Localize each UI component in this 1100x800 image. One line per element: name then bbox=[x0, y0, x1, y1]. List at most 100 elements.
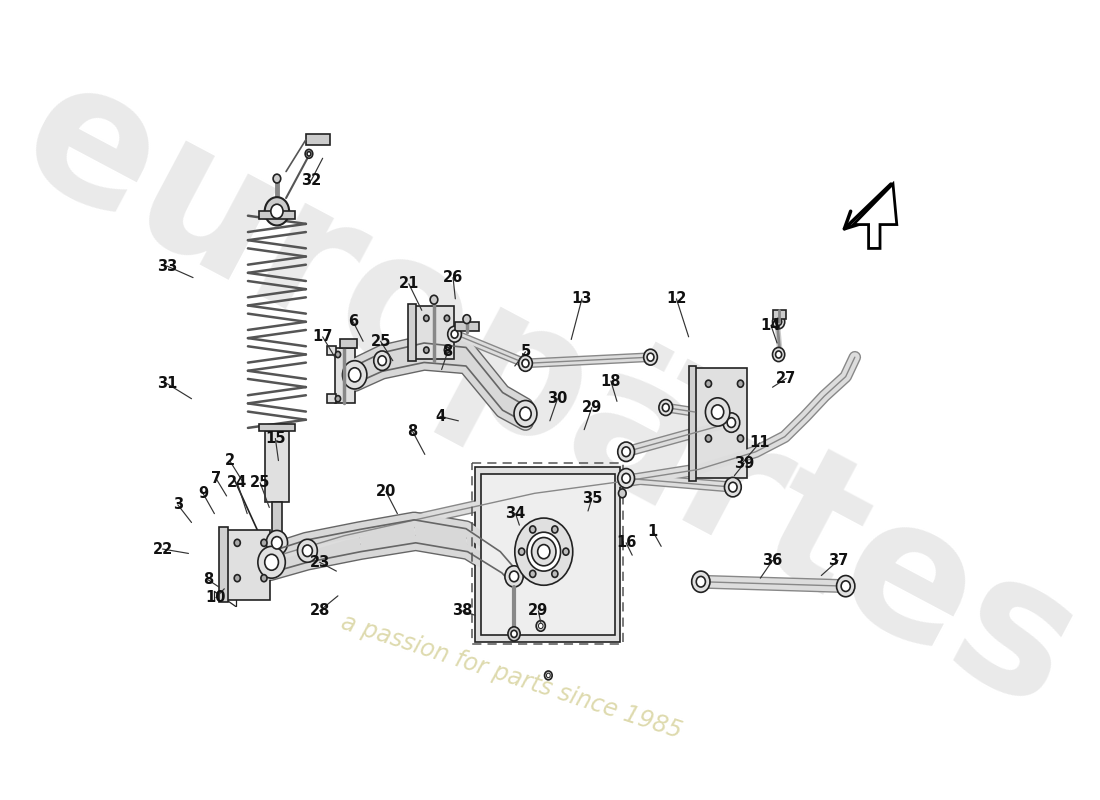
Circle shape bbox=[342, 361, 367, 389]
FancyBboxPatch shape bbox=[265, 431, 289, 502]
Text: 36: 36 bbox=[762, 553, 782, 568]
Circle shape bbox=[772, 314, 784, 329]
Polygon shape bbox=[360, 520, 416, 552]
Circle shape bbox=[727, 418, 736, 427]
Circle shape bbox=[563, 548, 569, 555]
Polygon shape bbox=[415, 520, 468, 552]
Circle shape bbox=[451, 330, 458, 338]
Text: 5: 5 bbox=[520, 344, 530, 359]
Circle shape bbox=[837, 575, 855, 597]
Text: 8: 8 bbox=[442, 344, 453, 359]
Circle shape bbox=[444, 347, 450, 353]
Text: 18: 18 bbox=[601, 374, 621, 389]
Circle shape bbox=[522, 360, 528, 367]
FancyBboxPatch shape bbox=[258, 211, 295, 219]
Text: 31: 31 bbox=[157, 376, 177, 391]
Circle shape bbox=[530, 570, 536, 578]
Circle shape bbox=[552, 570, 558, 578]
Circle shape bbox=[618, 469, 635, 488]
Text: 16: 16 bbox=[616, 535, 636, 550]
Circle shape bbox=[618, 442, 635, 462]
Polygon shape bbox=[466, 529, 502, 573]
Text: 7: 7 bbox=[211, 470, 221, 486]
FancyBboxPatch shape bbox=[340, 339, 358, 348]
Circle shape bbox=[621, 474, 630, 483]
Circle shape bbox=[696, 577, 705, 587]
Circle shape bbox=[234, 539, 240, 546]
Text: 23: 23 bbox=[309, 554, 330, 570]
Circle shape bbox=[302, 545, 312, 557]
FancyBboxPatch shape bbox=[408, 304, 416, 361]
Polygon shape bbox=[382, 343, 425, 371]
Circle shape bbox=[265, 554, 278, 570]
Circle shape bbox=[374, 351, 390, 370]
Circle shape bbox=[737, 435, 744, 442]
Text: 20: 20 bbox=[376, 484, 396, 499]
Circle shape bbox=[463, 314, 471, 323]
Circle shape bbox=[307, 152, 311, 156]
Text: 9: 9 bbox=[198, 486, 208, 501]
Text: 34: 34 bbox=[505, 506, 526, 521]
Polygon shape bbox=[500, 552, 515, 587]
Text: 32: 32 bbox=[301, 173, 321, 188]
Text: 35: 35 bbox=[582, 491, 602, 506]
Text: europärtes: europärtes bbox=[0, 40, 1100, 749]
Circle shape bbox=[261, 539, 267, 546]
Circle shape bbox=[531, 538, 556, 566]
Circle shape bbox=[509, 571, 518, 582]
Text: 3: 3 bbox=[173, 498, 183, 512]
FancyBboxPatch shape bbox=[334, 348, 354, 403]
FancyBboxPatch shape bbox=[327, 394, 337, 403]
Polygon shape bbox=[271, 540, 307, 573]
Circle shape bbox=[424, 347, 429, 353]
Circle shape bbox=[659, 400, 672, 415]
Circle shape bbox=[234, 574, 240, 582]
Circle shape bbox=[544, 671, 552, 680]
Circle shape bbox=[692, 571, 710, 592]
Circle shape bbox=[505, 566, 524, 587]
Circle shape bbox=[621, 447, 630, 457]
FancyBboxPatch shape bbox=[226, 530, 271, 600]
Text: 14: 14 bbox=[761, 318, 781, 333]
Circle shape bbox=[552, 526, 558, 533]
Text: 1: 1 bbox=[648, 524, 658, 539]
Text: 15: 15 bbox=[265, 431, 286, 446]
Text: 39: 39 bbox=[734, 456, 755, 470]
Circle shape bbox=[547, 674, 550, 678]
Circle shape bbox=[725, 478, 741, 497]
Circle shape bbox=[842, 581, 850, 591]
Circle shape bbox=[728, 482, 737, 492]
Polygon shape bbox=[854, 184, 896, 249]
Circle shape bbox=[305, 150, 312, 158]
Circle shape bbox=[515, 518, 573, 586]
Text: 17: 17 bbox=[312, 330, 333, 344]
Circle shape bbox=[266, 530, 287, 555]
Text: 37: 37 bbox=[828, 553, 848, 568]
Text: 29: 29 bbox=[528, 603, 549, 618]
Circle shape bbox=[265, 197, 289, 226]
Circle shape bbox=[272, 537, 283, 549]
Circle shape bbox=[518, 548, 525, 555]
Text: 10: 10 bbox=[206, 590, 227, 605]
Circle shape bbox=[647, 353, 653, 361]
Circle shape bbox=[336, 351, 341, 358]
Circle shape bbox=[378, 356, 386, 366]
Circle shape bbox=[644, 350, 658, 365]
Text: 29: 29 bbox=[582, 400, 602, 415]
Circle shape bbox=[712, 405, 724, 419]
Text: 11: 11 bbox=[749, 435, 770, 450]
Text: 28: 28 bbox=[309, 603, 330, 618]
Text: 8: 8 bbox=[204, 573, 213, 587]
Circle shape bbox=[261, 574, 267, 582]
Text: 25: 25 bbox=[371, 334, 390, 349]
Text: 27: 27 bbox=[777, 371, 796, 386]
Polygon shape bbox=[306, 530, 361, 562]
Text: 24: 24 bbox=[227, 475, 248, 490]
Circle shape bbox=[257, 546, 285, 578]
Text: a passion for parts since 1985: a passion for parts since 1985 bbox=[339, 610, 685, 744]
Text: 38: 38 bbox=[452, 603, 472, 618]
Circle shape bbox=[514, 401, 537, 427]
Circle shape bbox=[512, 630, 517, 638]
Circle shape bbox=[538, 623, 543, 629]
Text: 12: 12 bbox=[667, 291, 686, 306]
